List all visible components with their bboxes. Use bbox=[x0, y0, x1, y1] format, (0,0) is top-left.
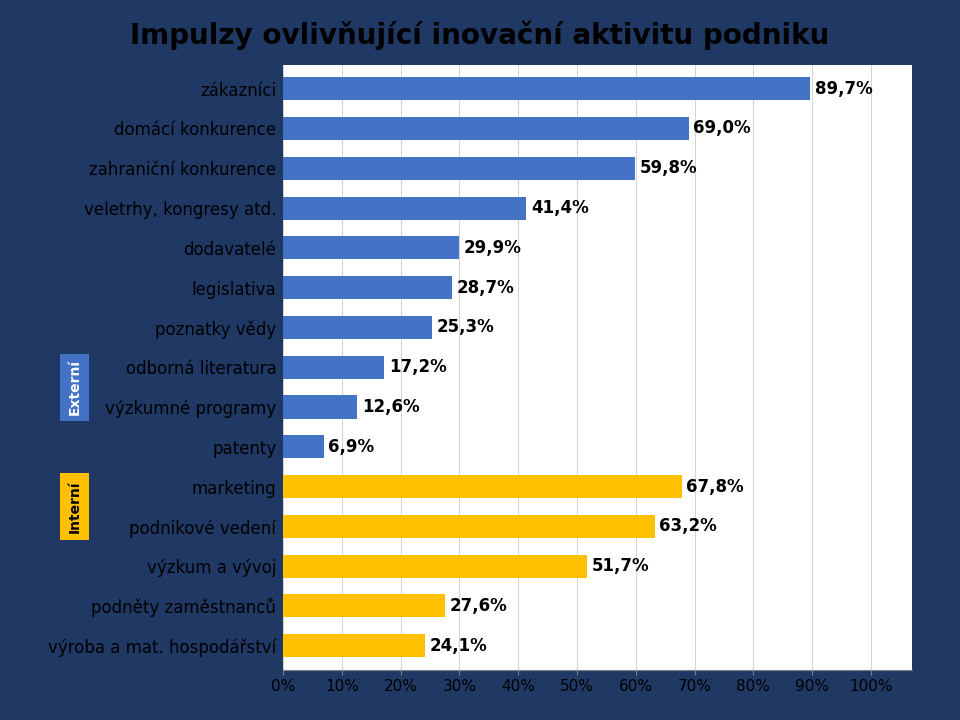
Text: 17,2%: 17,2% bbox=[389, 359, 446, 376]
Bar bbox=[283, 236, 459, 259]
Text: 12,6%: 12,6% bbox=[362, 398, 420, 416]
Text: 28,7%: 28,7% bbox=[457, 279, 515, 297]
Text: 29,9%: 29,9% bbox=[464, 239, 521, 257]
Bar bbox=[283, 475, 682, 498]
Bar bbox=[283, 197, 526, 220]
Bar bbox=[283, 395, 357, 418]
Text: 89,7%: 89,7% bbox=[815, 80, 873, 98]
Text: 24,1%: 24,1% bbox=[429, 636, 488, 654]
Bar bbox=[283, 77, 810, 100]
Text: 63,2%: 63,2% bbox=[660, 518, 717, 536]
Text: Externí: Externí bbox=[68, 359, 82, 415]
Bar bbox=[283, 595, 445, 618]
Bar bbox=[283, 435, 324, 459]
Text: 27,6%: 27,6% bbox=[450, 597, 508, 615]
Text: Interní: Interní bbox=[68, 480, 82, 533]
Text: 69,0%: 69,0% bbox=[693, 120, 751, 138]
Bar bbox=[283, 157, 635, 180]
Text: 67,8%: 67,8% bbox=[686, 477, 744, 495]
Bar bbox=[283, 634, 425, 657]
Text: 41,4%: 41,4% bbox=[531, 199, 588, 217]
Text: 6,9%: 6,9% bbox=[328, 438, 374, 456]
Bar bbox=[283, 515, 655, 538]
Text: 51,7%: 51,7% bbox=[591, 557, 649, 575]
Text: 25,3%: 25,3% bbox=[437, 318, 494, 336]
Bar bbox=[283, 276, 452, 300]
Bar bbox=[283, 554, 587, 577]
Text: 59,8%: 59,8% bbox=[639, 159, 697, 177]
Bar bbox=[283, 117, 688, 140]
Bar bbox=[283, 356, 384, 379]
Bar bbox=[283, 316, 432, 339]
Text: Impulzy ovlivňující inovační aktivitu podniku: Impulzy ovlivňující inovační aktivitu p… bbox=[131, 21, 829, 50]
